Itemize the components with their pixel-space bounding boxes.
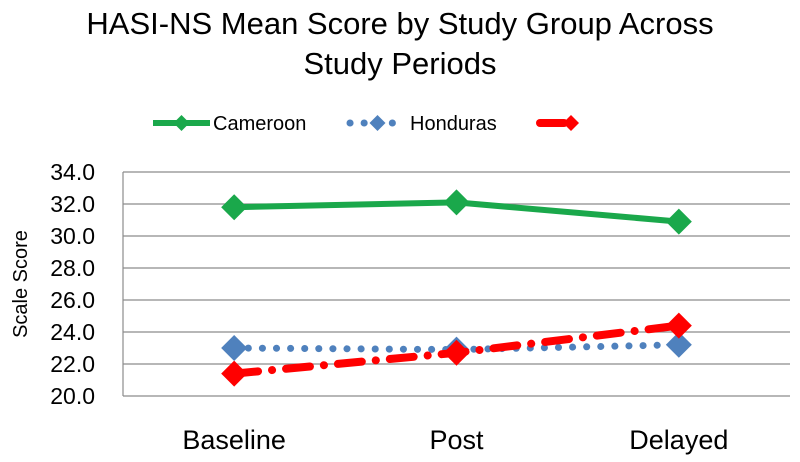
data-point-marker <box>443 189 470 216</box>
data-point-marker <box>221 335 248 361</box>
chart-title-line-1: HASI-NS Mean Score by Study Group Across <box>86 6 714 41</box>
legend-label: Cameroon <box>213 113 306 135</box>
data-point-marker <box>443 339 470 366</box>
y-tick-label: 34.0 <box>50 159 95 185</box>
data-point-marker <box>665 208 692 235</box>
legend-marker <box>369 115 386 131</box>
legend-marker <box>563 115 579 131</box>
y-tick-label: 32.0 <box>50 191 95 217</box>
x-tick-label: Delayed <box>629 425 728 455</box>
legend-marker <box>173 115 190 131</box>
x-tick-label: Post <box>429 425 484 455</box>
y-tick-label: 24.0 <box>50 319 95 345</box>
y-tick-label: 28.0 <box>50 255 95 281</box>
x-tick-label: Baseline <box>182 425 286 455</box>
y-tick-label: 22.0 <box>50 351 95 377</box>
chart-title: HASI-NS Mean Score by Study Group Across… <box>0 4 800 84</box>
y-axis-title: Scale Score <box>10 230 32 338</box>
y-tick-label: 20.0 <box>50 383 95 409</box>
data-point-marker <box>665 312 692 339</box>
data-point-marker <box>665 331 692 358</box>
legend-label: Honduras <box>410 113 497 135</box>
data-point-marker <box>221 360 248 387</box>
data-point-marker <box>221 194 248 221</box>
y-tick-label: 26.0 <box>50 287 95 313</box>
chart-title-line-2: Study Periods <box>303 46 497 81</box>
y-tick-label: 30.0 <box>50 223 95 249</box>
